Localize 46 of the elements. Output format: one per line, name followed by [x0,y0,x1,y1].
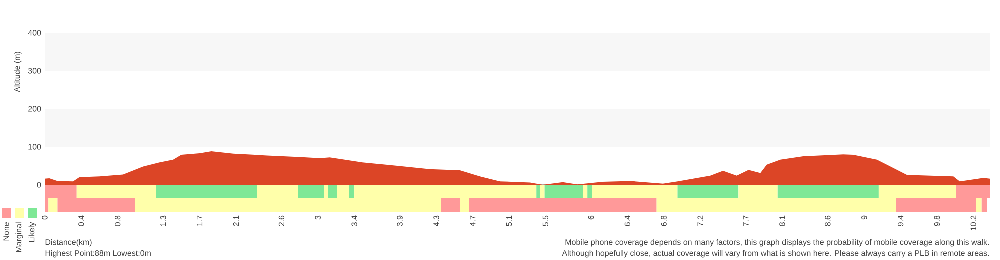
x-tick-label: 1.7 [197,216,203,226]
bar [678,185,739,198]
bar [48,198,58,212]
x-tick-label: 3.4 [352,216,358,226]
x-tick-label: 10.2 [970,216,976,230]
x-tick-label: 1.3 [160,216,166,226]
y-tick-label: 100 [28,144,42,150]
bar [976,198,982,212]
x-tick-label: 3 [315,216,321,220]
x-tick-label: 9.8 [934,216,940,226]
x-tick-label: 4.3 [434,216,440,226]
bar [588,185,592,198]
x-tick-label: 5.1 [506,216,512,226]
x-tick-label: 3.9 [397,216,403,226]
text: Although hopefully close, actual coverage will vary from what is shown here. Please always carry a PLB in remote areas. [562,250,990,258]
x-axis-title: Distance(km) [46,239,92,247]
y-tick-label: 300 [28,68,42,74]
x-tick-label: 0 [42,216,48,220]
y-tick-label: 200 [28,106,42,112]
x-tick-label: 5.5 [542,216,549,226]
x-tick-label: 7.2 [698,216,704,226]
x-tick-label: 6.4 [624,216,630,226]
y-tick-label: 0 [37,182,42,188]
x-tick-label: 6 [588,216,594,220]
x-tick-label: 2.6 [278,216,285,226]
x-tick-label: 0.4 [78,216,84,226]
x-tick-label: 6.8 [661,216,667,226]
x-tick-label: 9.4 [898,216,904,226]
bar [540,185,545,198]
x-tick-label: 0.8 [115,216,121,226]
bar [778,185,879,198]
bar [544,185,584,198]
x-tick-label: 8.6 [825,216,831,226]
x-tick-label: 2.1 [233,216,239,226]
bar [583,185,588,198]
x-tick-label: 7.7 [743,216,749,226]
x-tick-label: 4.7 [470,216,476,226]
text: Likely [28,222,36,242]
text: None [4,222,10,241]
text: Highest Point:88m Lowest:0m [46,250,151,258]
x-tick-label: 9 [862,216,868,220]
text: Mobile phone coverage depends on many factors, this graph displays the probability of mobile coverage along this walk. [566,239,989,247]
text: Marginal [16,222,24,252]
y-axis-title: Altitude (m) [14,52,22,92]
y-tick-label: 400 [28,30,42,36]
x-tick-label: 8.1 [780,216,786,226]
